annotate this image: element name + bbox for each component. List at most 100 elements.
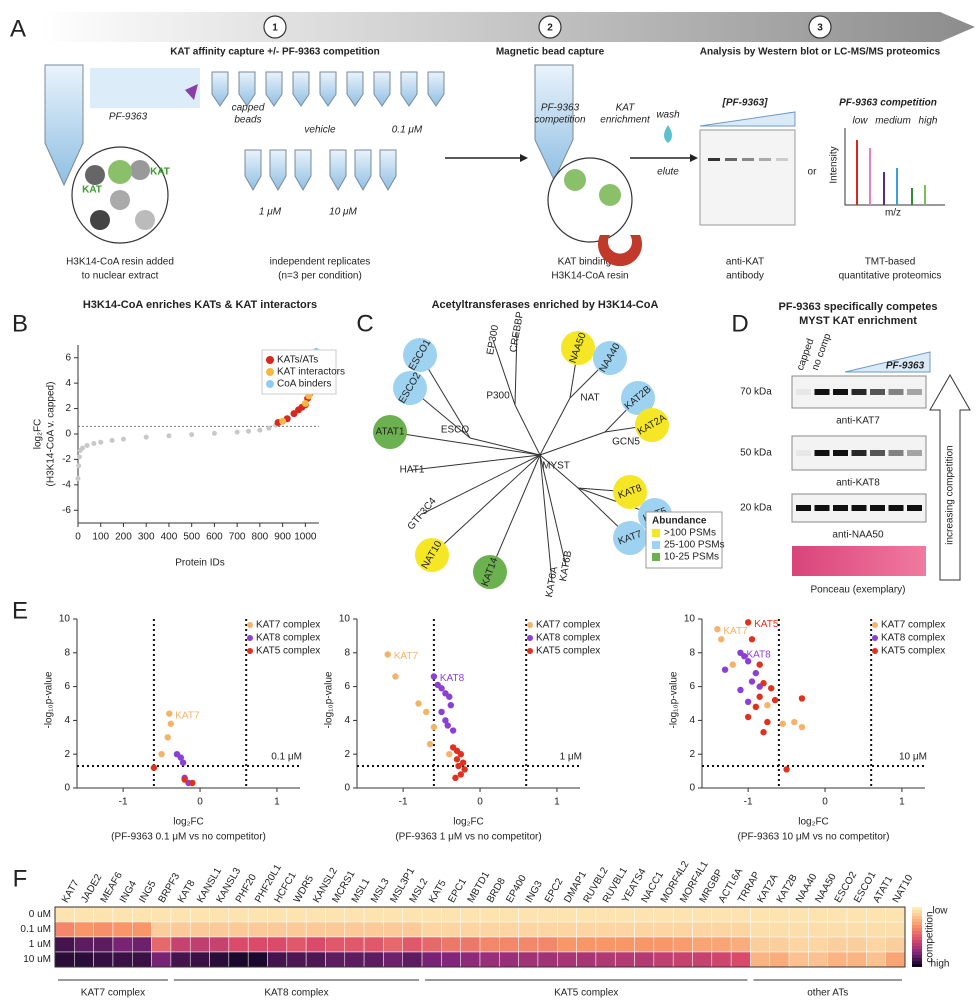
y-axis-label: -log₁₀p-value: [44, 671, 55, 728]
size-label: 50 kDa: [740, 448, 772, 459]
colorbar-step: [912, 916, 922, 919]
heat-cell: [112, 951, 133, 968]
caption: KAT binding to: [558, 257, 623, 268]
tube: [44, 64, 84, 187]
node-bubble: [373, 415, 407, 449]
point: [211, 430, 217, 436]
y-tick-label: 2: [65, 403, 71, 414]
edge: [421, 454, 541, 515]
x-tick-label: 800: [252, 532, 269, 543]
heat-cell: [846, 936, 867, 953]
y-tick-label: 10: [339, 614, 351, 625]
caption: (n=3 per condition): [278, 271, 362, 282]
heat-cell: [54, 921, 75, 938]
heat-cell: [305, 951, 326, 968]
x-axis-label: log₂FC: [453, 817, 484, 828]
ponceau: [792, 546, 926, 576]
heat-cell: [305, 936, 326, 953]
point: [179, 759, 187, 766]
heat-cell: [441, 936, 461, 953]
heat-cell: [499, 921, 519, 938]
heat-cell: [325, 936, 346, 953]
x-tick-label: 400: [161, 532, 178, 543]
band: [796, 450, 811, 456]
column-label: ING5: [137, 879, 158, 905]
panel-letter: E: [12, 597, 28, 624]
step-note: elute: [657, 167, 679, 178]
point: [764, 718, 771, 726]
y-tick-label: 10: [684, 614, 696, 625]
point: [415, 700, 422, 707]
annotation: KAT8: [440, 673, 465, 684]
y-tick-label: 4: [65, 378, 71, 389]
compound-icon: [185, 84, 198, 100]
point: [430, 723, 438, 731]
legend-label: KAT5 complex: [256, 646, 320, 657]
legend-label: >100 PSMs: [664, 528, 716, 539]
heat-cell: [653, 906, 674, 923]
band: [907, 505, 922, 511]
heat-cell: [363, 936, 384, 953]
tube: [373, 71, 391, 107]
legend-label: KAT7 complex: [881, 620, 945, 631]
colorbar-step: [912, 964, 922, 967]
leaf-label: CREBBP: [508, 310, 526, 353]
tube-group-label: 10 μM: [329, 207, 357, 218]
heat-cell: [518, 906, 539, 923]
edge: [514, 404, 541, 456]
antibody-label: anti-KAT8: [836, 478, 880, 489]
band: [833, 450, 848, 456]
colorbar-label: low: [932, 906, 948, 917]
column-label: KAT5: [427, 878, 449, 905]
y-tick-label: 2: [344, 749, 350, 760]
point: [449, 727, 457, 734]
heat-cell: [711, 951, 732, 968]
heat-cell: [788, 906, 809, 923]
heat-cell: [499, 951, 519, 968]
caption: anti-KAT: [726, 257, 764, 268]
heat-cell: [730, 921, 751, 938]
legend-swatch: [266, 368, 274, 376]
point: [791, 718, 798, 726]
heat-cell: [189, 921, 210, 938]
bead-label: PF-9363: [541, 103, 580, 114]
x-tick-label: 1: [274, 797, 280, 808]
legend-swatch: [527, 622, 533, 628]
heat-cell: [54, 936, 75, 953]
heat-cell: [189, 951, 210, 968]
panel-letter: A: [10, 15, 26, 42]
point: [737, 686, 744, 694]
point: [752, 669, 760, 677]
colorbar-step: [912, 907, 922, 910]
legend-swatch: [527, 635, 533, 641]
point: [76, 463, 82, 469]
tube-group-label: capped: [232, 103, 265, 114]
band: [796, 505, 811, 511]
point: [84, 442, 90, 448]
or: or: [808, 167, 818, 178]
heat-cell: [730, 951, 751, 968]
edge: [539, 431, 606, 456]
colorbar-step: [912, 910, 922, 913]
y-tick-label: -4: [62, 479, 71, 490]
antibody-label: anti-NAA50: [832, 530, 884, 541]
column-label: ING4: [118, 879, 139, 905]
heat-cell: [286, 906, 307, 923]
heat-cell: [711, 906, 732, 923]
band: [796, 389, 811, 395]
node-bubble: [621, 381, 655, 415]
x-tick-label: 600: [206, 532, 223, 543]
heat-cell: [74, 921, 94, 938]
heat-cell: [74, 951, 94, 968]
heat-cell: [344, 906, 365, 923]
heat-cell: [769, 906, 790, 923]
heat-cell: [711, 936, 732, 953]
heat-cell: [730, 936, 751, 953]
heat-cell: [132, 951, 152, 968]
heat-cell: [576, 951, 597, 968]
legend-label: 25-100 PSMs: [664, 540, 725, 551]
caption: H3K14-CoA resin added: [66, 257, 174, 268]
heat-cell: [866, 936, 886, 953]
heat-cell: [479, 951, 500, 968]
